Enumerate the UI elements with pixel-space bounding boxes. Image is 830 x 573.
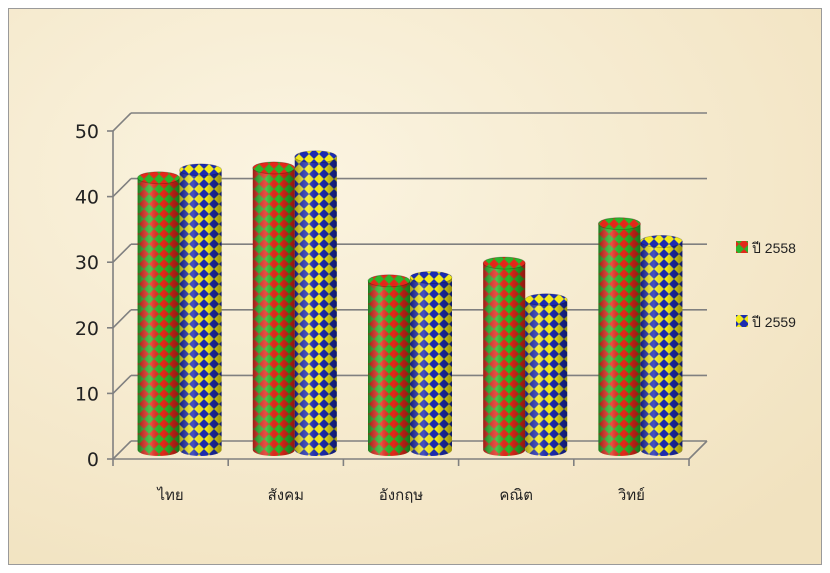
wall-line-50 bbox=[112, 112, 132, 132]
chart-frame: 0 10 20 30 40 50 ไทย สังคม อังกฤษ คณิต วิทย์ ปี 25… bbox=[8, 8, 822, 565]
bar-shading bbox=[598, 223, 641, 456]
legend-item-2558: ปี 2558 bbox=[736, 240, 796, 256]
bar-shading bbox=[525, 299, 568, 456]
y-tick-label: 30 bbox=[75, 252, 99, 274]
y-tick-label: 40 bbox=[75, 187, 99, 209]
legend-label-2559: ปี 2559 bbox=[752, 314, 797, 330]
y-tick-label: 0 bbox=[87, 449, 99, 471]
bar-cap bbox=[482, 256, 526, 270]
wall-line-20 bbox=[112, 309, 132, 329]
floor-right-edge bbox=[688, 440, 708, 460]
bar-cap bbox=[137, 171, 181, 185]
bar-2559-3 bbox=[409, 271, 453, 456]
bar-2558-2 bbox=[252, 161, 296, 457]
bar-shading bbox=[179, 169, 222, 456]
legend-label-2558: ปี 2558 bbox=[752, 240, 797, 256]
x-tick-label: ไทย bbox=[156, 486, 183, 504]
bar-2559-2 bbox=[294, 150, 338, 456]
wall-line-30 bbox=[112, 243, 132, 263]
x-tick-label: สังคม bbox=[268, 486, 304, 504]
bar-2558-5 bbox=[598, 217, 641, 456]
bar-layer bbox=[137, 150, 683, 457]
bar-cap bbox=[640, 234, 683, 248]
wall-line-10 bbox=[112, 374, 132, 394]
bar-2559-1 bbox=[179, 163, 223, 456]
bar-shading bbox=[137, 177, 180, 456]
wall-line-0 bbox=[112, 440, 132, 460]
x-tick-label: คณิต bbox=[499, 486, 533, 504]
bar-2559-5 bbox=[640, 234, 683, 456]
bar-2558-1 bbox=[137, 171, 181, 456]
bar-2558-3 bbox=[367, 274, 411, 456]
bar-shading bbox=[294, 156, 337, 456]
bar-2559-4 bbox=[524, 293, 568, 456]
wall-line-40 bbox=[112, 178, 132, 198]
legend-swatch-2558 bbox=[736, 241, 748, 253]
bar-shading bbox=[410, 277, 452, 456]
y-tick-label: 10 bbox=[75, 383, 99, 405]
bar-cap bbox=[409, 271, 453, 284]
x-tick-label: วิทย์ bbox=[617, 486, 645, 504]
label-layer: 0 10 20 30 40 50 ไทย สังคม อังกฤษ คณิต วิทย์ bbox=[75, 121, 645, 504]
bar-cap bbox=[598, 217, 641, 231]
bar-cap bbox=[252, 161, 296, 175]
x-tick-label: อังกฤษ bbox=[379, 486, 423, 504]
bar-cap bbox=[524, 293, 568, 307]
chart-svg: 0 10 20 30 40 50 ไทย สังคม อังกฤษ คณิต วิทย์ ปี 25… bbox=[9, 9, 821, 564]
bar-2558-4 bbox=[482, 256, 526, 456]
y-tick-label: 20 bbox=[75, 318, 99, 340]
legend: ปี 2558 ปี 2559 bbox=[736, 240, 796, 330]
bar-cap bbox=[179, 163, 223, 177]
y-tick-label: 50 bbox=[75, 121, 99, 143]
bar-shading bbox=[483, 263, 526, 456]
legend-swatch-2559 bbox=[736, 315, 748, 327]
bar-cap bbox=[294, 150, 338, 164]
bar-shading bbox=[368, 280, 410, 456]
bar-shading bbox=[640, 241, 683, 456]
bar-cap bbox=[367, 274, 411, 288]
bar-shading bbox=[252, 167, 295, 457]
legend-item-2559: ปี 2559 bbox=[736, 314, 796, 330]
